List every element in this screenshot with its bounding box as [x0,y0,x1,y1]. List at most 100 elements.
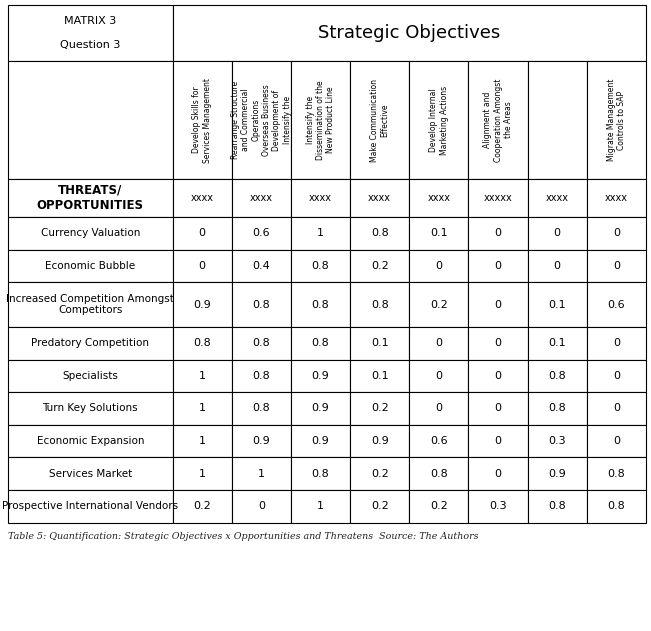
Text: 0.6: 0.6 [430,436,448,446]
Bar [8,217,173,250]
Bar [587,327,646,360]
Text: 0.8: 0.8 [312,469,329,479]
Text: 0.8: 0.8 [548,403,566,413]
Text: 0: 0 [495,403,501,413]
Bar [350,179,409,217]
Text: Intensify the
Dissemination of the
New Product Line: Intensify the Dissemination of the New P… [305,80,335,160]
Bar [173,490,232,522]
Text: xxxx: xxxx [605,193,628,203]
Bar [291,282,350,327]
Bar [291,217,350,250]
Text: Economic Bubble: Economic Bubble [45,261,135,271]
Text: 0.8: 0.8 [253,338,270,348]
Text: 0: 0 [199,261,206,271]
Bar [469,327,528,360]
Text: 0: 0 [199,228,206,239]
Bar [409,392,469,425]
Bar [173,5,646,61]
Bar [350,457,409,490]
Bar [173,457,232,490]
Bar [528,61,587,179]
Text: Prospective International Vendors: Prospective International Vendors [2,501,178,511]
Bar [409,360,469,392]
Text: 0.8: 0.8 [430,469,448,479]
Bar [232,327,291,360]
Text: 1: 1 [317,228,324,239]
Bar [8,392,173,425]
Bar [291,360,350,392]
Text: 0: 0 [495,436,501,446]
Bar [8,250,173,282]
Text: 0: 0 [554,228,561,239]
Bar [232,179,291,217]
Bar [350,490,409,522]
Bar [528,425,587,457]
Text: Alignment and
Cooperation Amongst
the Areas: Alignment and Cooperation Amongst the Ar… [483,78,513,162]
Text: 0: 0 [613,436,620,446]
Bar [173,360,232,392]
Bar [409,490,469,522]
Text: 0: 0 [495,300,501,310]
Text: 0.8: 0.8 [253,300,270,310]
Bar [291,490,350,522]
Text: 1: 1 [199,403,206,413]
Text: Develop Skills for
Services Management: Develop Skills for Services Management [193,78,212,163]
Bar [587,457,646,490]
Bar [232,457,291,490]
Text: 0.8: 0.8 [371,228,389,239]
Bar [291,179,350,217]
Text: Strategic Objectives: Strategic Objectives [318,24,501,42]
Text: 0.2: 0.2 [371,501,389,511]
Bar [291,425,350,457]
Bar [232,282,291,327]
Text: 1: 1 [199,371,206,381]
Text: 0.3: 0.3 [548,436,566,446]
Text: 0: 0 [436,338,443,348]
Bar [469,457,528,490]
Text: Rearrange Structure
and Commercial
Operations
Overseas Business
Development of
I: Rearrange Structure and Commercial Opera… [231,81,292,159]
Bar [173,425,232,457]
Text: 0.8: 0.8 [312,261,329,271]
Text: xxxxx: xxxxx [484,193,512,203]
Bar [409,457,469,490]
Bar [350,61,409,179]
Text: Predatory Competition: Predatory Competition [31,338,149,348]
Bar [350,392,409,425]
Bar [232,425,291,457]
Bar [409,179,469,217]
Bar [528,392,587,425]
Bar [409,327,469,360]
Text: 0.1: 0.1 [371,338,389,348]
Bar [469,61,528,179]
Bar [469,490,528,522]
Bar [291,392,350,425]
Bar [587,360,646,392]
Bar [232,250,291,282]
Text: 0.8: 0.8 [548,371,566,381]
Text: 0: 0 [554,261,561,271]
Text: Turn Key Solutions: Turn Key Solutions [42,403,138,413]
Text: 0: 0 [495,261,501,271]
Bar [528,250,587,282]
Text: MATRIX 3

Question 3: MATRIX 3 Question 3 [60,16,120,50]
Text: 0: 0 [495,228,501,239]
Bar [528,282,587,327]
Bar [291,61,350,179]
Bar [8,327,173,360]
Bar [409,282,469,327]
Text: 0.9: 0.9 [548,469,566,479]
Bar [587,217,646,250]
Bar [350,250,409,282]
Text: 0.9: 0.9 [253,436,270,446]
Bar [587,61,646,179]
Text: 0.2: 0.2 [430,300,448,310]
Bar [587,425,646,457]
Text: 0.8: 0.8 [312,300,329,310]
Bar [8,5,173,61]
Bar [409,217,469,250]
Text: 0: 0 [495,338,501,348]
Bar [8,179,173,217]
Text: xxxx: xxxx [546,193,569,203]
Bar [232,490,291,522]
Bar [232,217,291,250]
